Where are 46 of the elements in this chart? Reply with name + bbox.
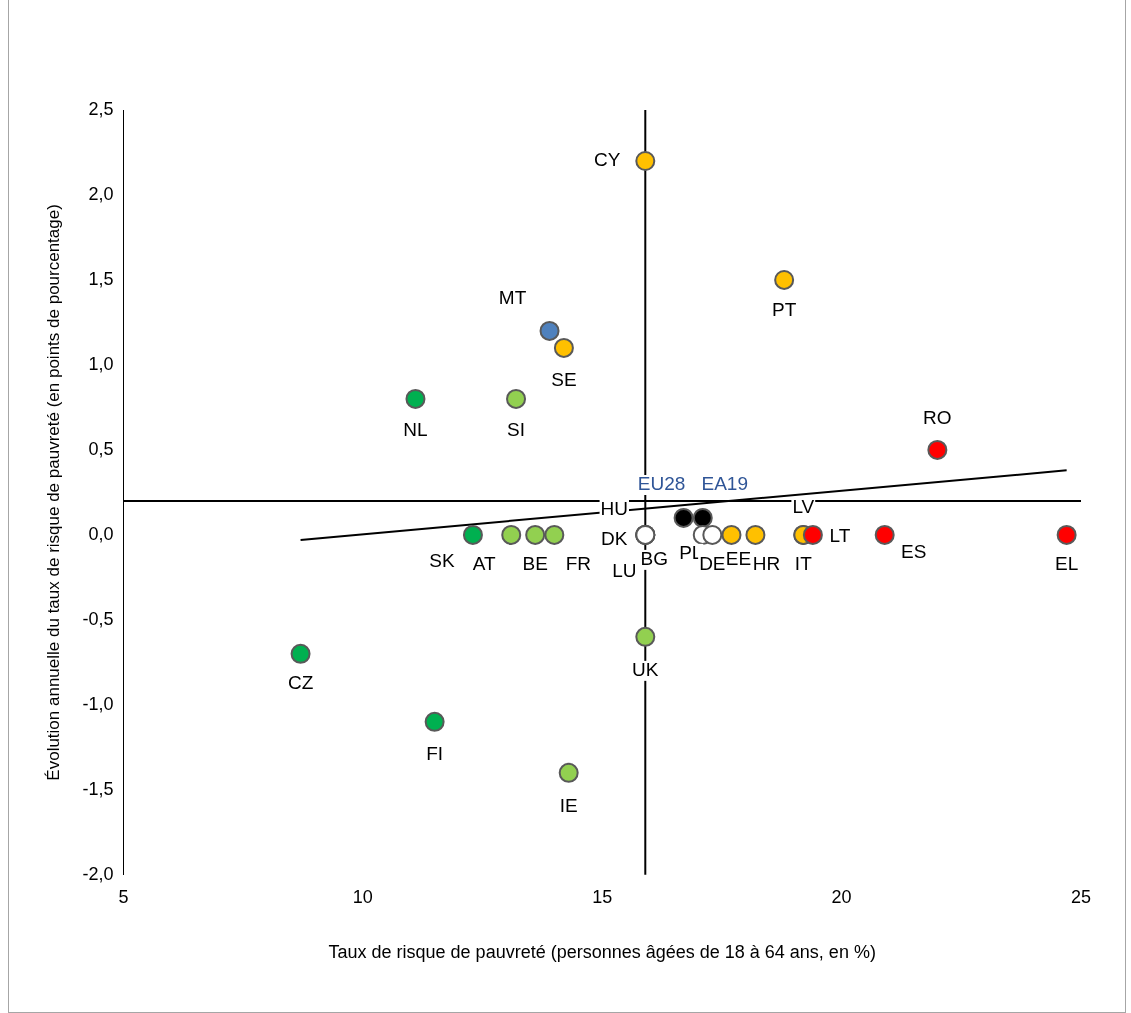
annotation: EU28 [637, 473, 686, 495]
annotation: IT [794, 553, 813, 575]
annotation: BG [640, 548, 669, 570]
annotation: NL [403, 419, 428, 441]
annotation: LU [612, 560, 637, 582]
y-tick-label: 2,0 [88, 183, 114, 204]
y-tick-label: -1,0 [82, 693, 114, 714]
annotation: RO [923, 407, 952, 429]
x-tick-label: 25 [1070, 886, 1092, 907]
annotation: LV [792, 496, 815, 518]
annotation: IE [559, 795, 578, 817]
y-tick-label: 2,5 [88, 98, 114, 119]
annotation: ES [901, 541, 927, 563]
annotation: SI [507, 419, 525, 441]
annotation: HU [600, 498, 629, 520]
y-tick-label: 1,5 [88, 268, 114, 289]
y-tick-label: 0,0 [88, 523, 114, 544]
annotation: AT [472, 553, 497, 575]
annotation: MT [498, 287, 527, 309]
annotation: SE [551, 369, 577, 391]
annotation: LT [829, 525, 851, 547]
x-tick-label: 15 [592, 886, 613, 907]
y-tick-label: 1,0 [88, 353, 114, 374]
x-tick-label: 20 [831, 886, 852, 907]
annotation: HR [752, 553, 781, 575]
x-axis-title: Taux de risque de pauvreté (personnes âgées de 18 à 64 ans, en %) [328, 942, 876, 963]
y-tick-label: -1,5 [82, 778, 114, 799]
annotation: CY [594, 149, 621, 171]
annotation: PT [772, 299, 797, 321]
annotation: EL [1055, 553, 1079, 575]
annotation: EE [725, 548, 752, 570]
annotation: BE [522, 553, 548, 575]
annotation: SK [429, 550, 455, 572]
annotation: DK [601, 528, 628, 550]
y-tick-label: 0,5 [88, 438, 114, 459]
annotation: UK [632, 659, 659, 681]
annotation: FR [565, 553, 591, 575]
annotation: CZ [287, 672, 314, 694]
x-tick-label: 10 [352, 886, 373, 907]
y-tick-label: -2,0 [82, 863, 114, 884]
annotation: DE [699, 553, 726, 575]
annotation: EA19 [701, 473, 748, 495]
y-tick-label: -0,5 [82, 608, 114, 629]
x-tick-label: 5 [118, 886, 129, 907]
annotation: FI [426, 743, 444, 765]
y-axis-title: Évolution annuelle du taux de risque de pauvreté (en points de pourcentage) [43, 204, 63, 781]
